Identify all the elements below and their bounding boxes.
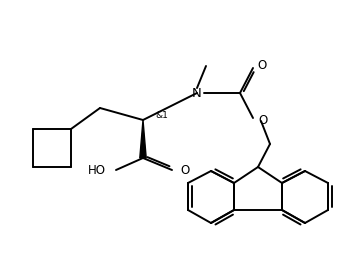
Text: O: O: [257, 59, 266, 71]
Text: O: O: [180, 164, 189, 176]
Text: HO: HO: [88, 164, 106, 176]
Text: &1: &1: [155, 111, 168, 120]
Text: N: N: [192, 87, 202, 99]
Text: O: O: [258, 113, 267, 127]
Polygon shape: [140, 120, 146, 158]
